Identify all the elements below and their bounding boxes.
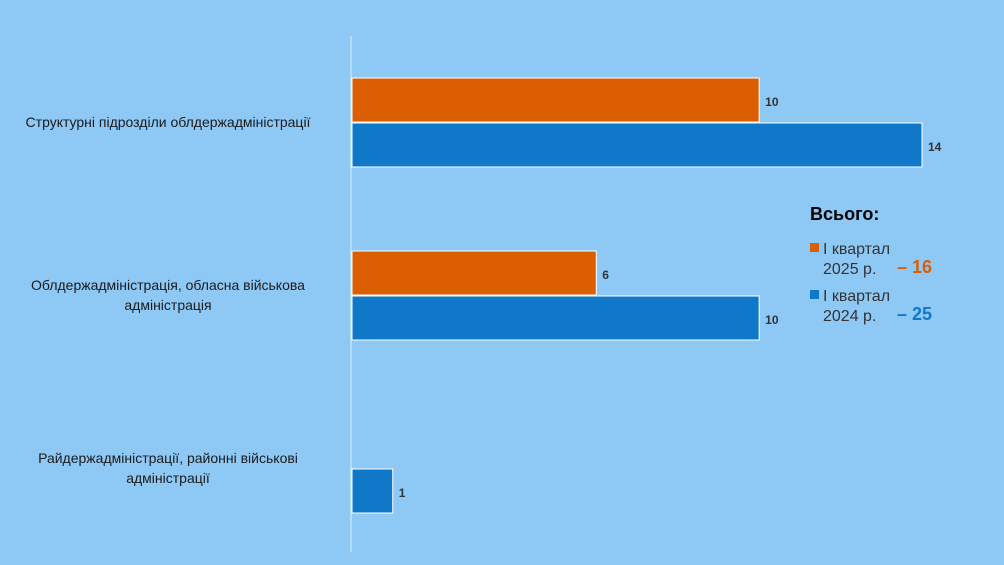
legend-label: І квартал 2025 р.: [823, 241, 891, 278]
category-label: Райдержадміністрації, районні військові …: [38, 450, 298, 486]
category-label: Облдержадміністрація, обласна військова …: [31, 277, 305, 313]
bar: [351, 295, 760, 341]
value-label: 1: [399, 486, 406, 500]
bar: [351, 250, 597, 296]
legend-swatch: [810, 290, 819, 299]
legend-swatch: [810, 243, 819, 252]
value-label: 10: [765, 95, 779, 109]
value-label: 10: [765, 313, 779, 327]
value-label: 14: [928, 140, 942, 154]
category-label: Структурні підрозділи облдержадміністрац…: [25, 114, 311, 130]
legend-label: І квартал 2024 р.: [823, 288, 891, 325]
value-label: 6: [602, 268, 609, 282]
bar: [351, 468, 394, 514]
bar: [351, 122, 923, 168]
legend-total: – 25: [897, 304, 933, 324]
legend-total: – 16: [897, 257, 933, 277]
bar: [351, 77, 760, 123]
legend-title: Всього:: [810, 204, 880, 224]
